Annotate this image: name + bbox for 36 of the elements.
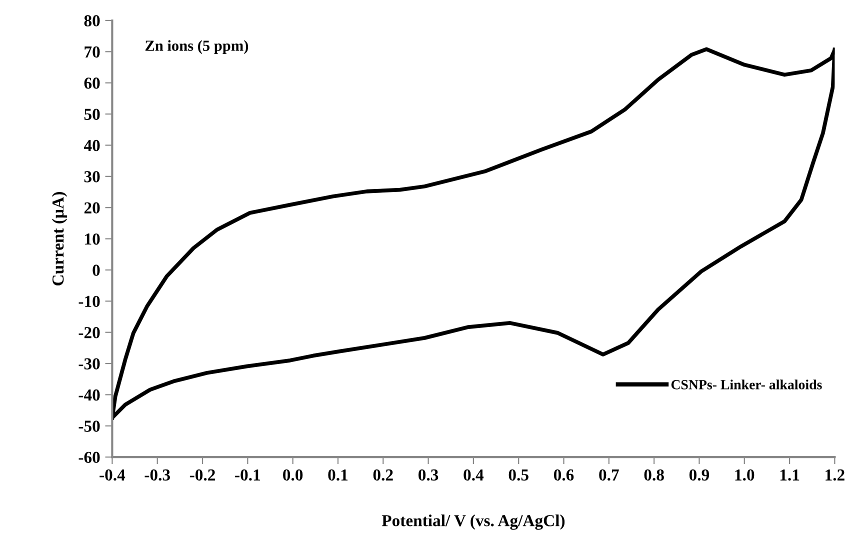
y-tick-label: 0 [92, 264, 100, 276]
y-tick-label: 10 [85, 233, 100, 245]
y-tick-label: -40 [78, 389, 100, 401]
y-tick-label: -60 [78, 452, 100, 464]
x-tick-label: -0.3 [144, 469, 170, 481]
x-tick-label: 0.0 [283, 469, 303, 481]
y-tick-label: -50 [78, 420, 100, 432]
x-tick-label: 1.2 [826, 469, 844, 481]
x-tick-label: 0.4 [464, 469, 484, 481]
x-tick-label: -0.2 [190, 469, 215, 481]
y-tick-label: 20 [84, 202, 100, 214]
x-tick-label: 0.5 [508, 469, 528, 481]
x-tick-label: 0.2 [373, 469, 393, 481]
y-axis-title: Current (µA) [52, 192, 68, 286]
legend-label: CSNPs- Linker- alkaloids [671, 380, 822, 390]
x-axis-title: Potential/ V (vs. Ag/AgCl) [382, 514, 565, 530]
x-tick-label: 1.1 [780, 469, 800, 481]
x-tick-label: -0.4 [100, 469, 126, 481]
x-tick-label: 0.3 [418, 469, 438, 481]
y-tick-label: -10 [78, 296, 100, 308]
x-tick-label: 0.8 [644, 469, 664, 481]
y-tick-label: 40 [84, 140, 100, 152]
x-tick-label: -0.1 [235, 469, 260, 481]
y-tick-label: -30 [78, 358, 100, 370]
y-tick-label: 30 [84, 171, 100, 182]
y-tick-label: 80 [84, 15, 100, 26]
x-tick-label: 0.9 [689, 469, 710, 481]
x-tick-label: 1.0 [735, 469, 754, 481]
x-tick-label: 0.6 [554, 469, 574, 481]
y-tick-label: 70 [84, 46, 100, 58]
x-tick-label: 0.1 [328, 469, 348, 481]
y-tick-label: -20 [78, 327, 100, 338]
annotation: Zn ions (5 ppm) [145, 40, 248, 54]
y-tick-label: 60 [84, 78, 100, 89]
x-tick-label: 0.7 [599, 469, 619, 481]
y-tick-label: 50 [84, 108, 100, 120]
